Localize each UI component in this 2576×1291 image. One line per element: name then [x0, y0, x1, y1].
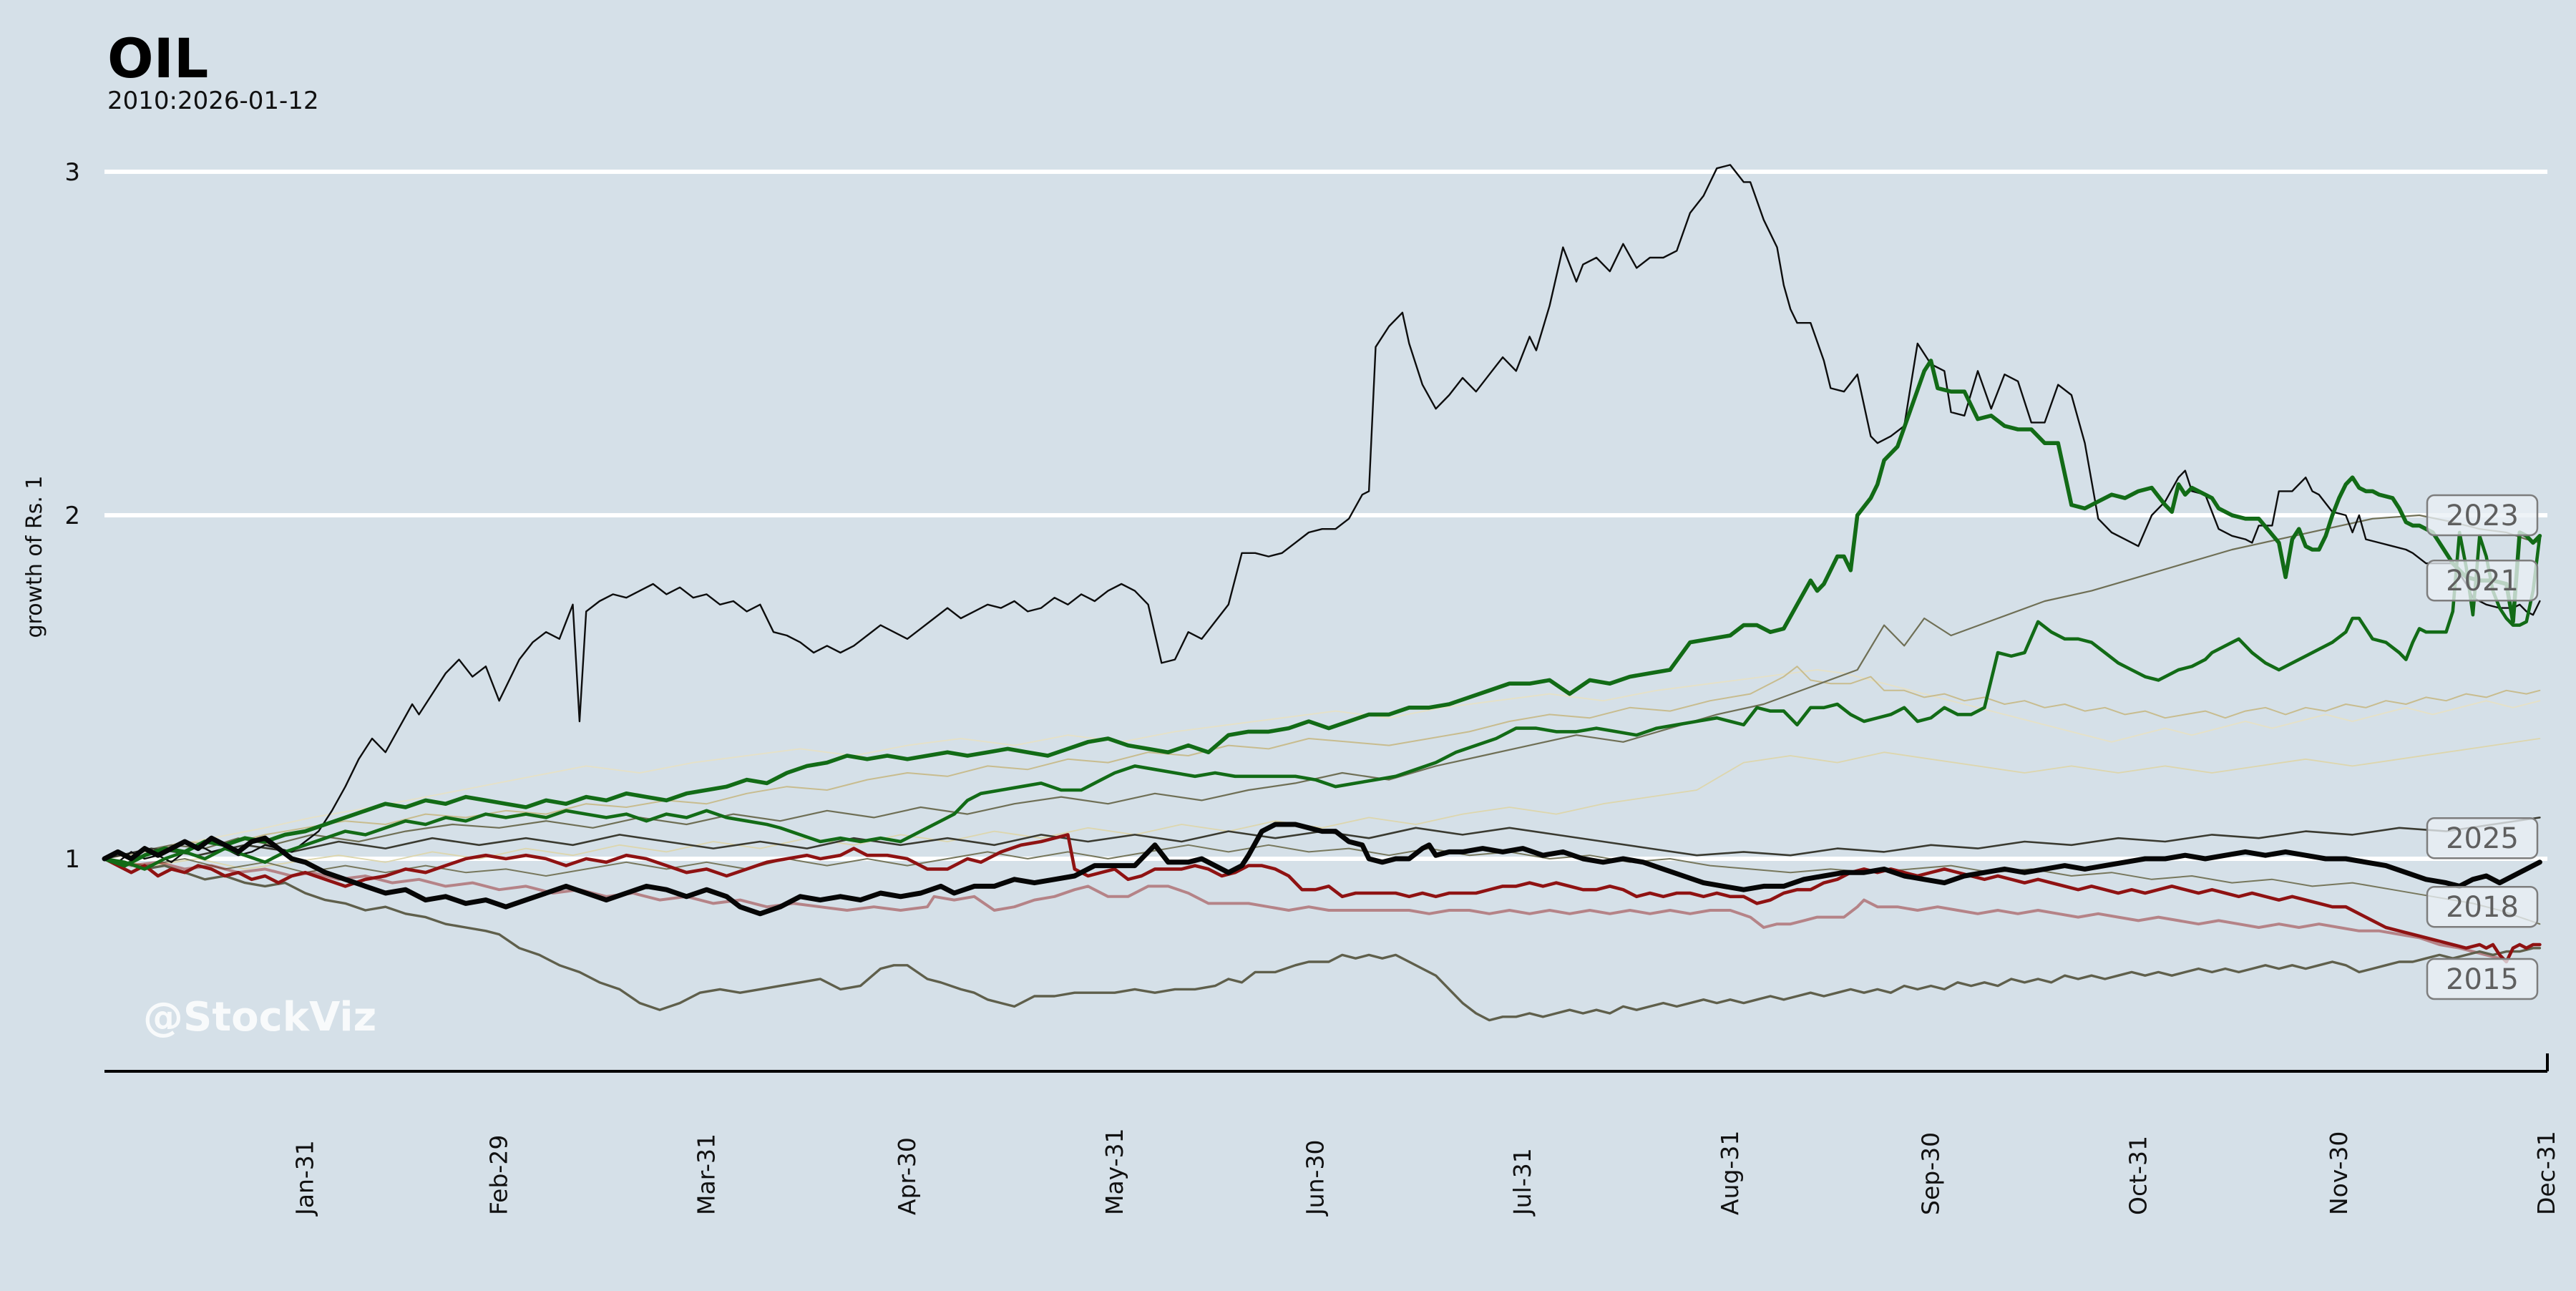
- series-line-y2023: [102, 359, 2542, 868]
- year-label-2018: 2018: [2426, 885, 2539, 928]
- year-label-text-2015: 2015: [2446, 963, 2519, 996]
- y-tick-label-1: 1: [64, 845, 80, 874]
- year-label-2015: 2015: [2426, 958, 2539, 1000]
- y-tick-labels: 1 2 3: [64, 158, 80, 874]
- x-tick-label-May-31: May-31: [1101, 1128, 1128, 1215]
- y-tick-label-2: 2: [64, 502, 80, 530]
- year-label-2021: 2021: [2426, 559, 2539, 602]
- series-line-bg-black-thin: [103, 164, 2541, 864]
- x-tick-label-Jul-31: Jul-31: [1508, 1148, 1536, 1217]
- year-label-box-2021: [2426, 559, 2539, 602]
- series-line-y2025: [102, 822, 2542, 917]
- x-tick-label-Apr-30: Apr-30: [893, 1137, 921, 1215]
- page-subtitle: 2010:2026-01-12: [107, 87, 319, 115]
- x-tick-label-Sep-30: Sep-30: [1917, 1132, 1945, 1215]
- year-label-box-2015: [2426, 958, 2539, 1000]
- series-line-y2015: [103, 857, 2542, 1022]
- year-label-text-2025: 2025: [2446, 822, 2519, 855]
- series-line-bg-tan-pale: [104, 669, 2541, 859]
- year-label-2023: 2023: [2426, 494, 2539, 537]
- series-line-y2021: [102, 530, 2542, 871]
- series-line-bg-tan: [104, 666, 2541, 859]
- year-label-box-2018: [2426, 885, 2539, 928]
- series-line-bg-olive-rising: [103, 514, 2541, 860]
- page-title: OIL: [107, 26, 208, 90]
- series-line-y2018: [102, 833, 2542, 964]
- y-tick-label-3: 3: [64, 158, 80, 187]
- series-line-bg-tan-low: [104, 738, 2541, 870]
- year-label-text-2021: 2021: [2446, 565, 2519, 598]
- x-tick-label-Aug-31: Aug-31: [1716, 1131, 1744, 1215]
- year-label-text-2018: 2018: [2446, 891, 2519, 924]
- x-tick-label-Nov-30: Nov-30: [2325, 1131, 2353, 1215]
- x-tick-label-Jun-30: Jun-30: [1301, 1140, 1329, 1217]
- year-label-box-2023: [2426, 494, 2539, 537]
- series-group: [102, 164, 2542, 1022]
- x-tick-labels: Jan-31 Feb-29 Mar-31 Apr-30 May-31 Jun-30 Jul-…: [291, 1128, 2560, 1217]
- series-line-bg-olive-flat: [104, 844, 2541, 925]
- x-tick-label-Feb-29: Feb-29: [485, 1135, 513, 1215]
- x-tick-label-Oct-31: Oct-31: [2124, 1136, 2152, 1215]
- watermark: @StockViz: [143, 994, 376, 1041]
- year-labels: 2023 2021 2025 2018 2015: [2426, 494, 2539, 1000]
- x-tick-label-Jan-31: Jan-31: [291, 1140, 319, 1217]
- x-tick-label-Dec-31: Dec-31: [2532, 1131, 2560, 1215]
- x-tick-label-Mar-31: Mar-31: [693, 1134, 721, 1215]
- y-axis-title: growth of Rs. 1: [22, 475, 47, 638]
- year-label-2025: 2025: [2426, 817, 2539, 859]
- year-label-box-2025: [2426, 817, 2539, 859]
- year-label-text-2023: 2023: [2446, 500, 2519, 532]
